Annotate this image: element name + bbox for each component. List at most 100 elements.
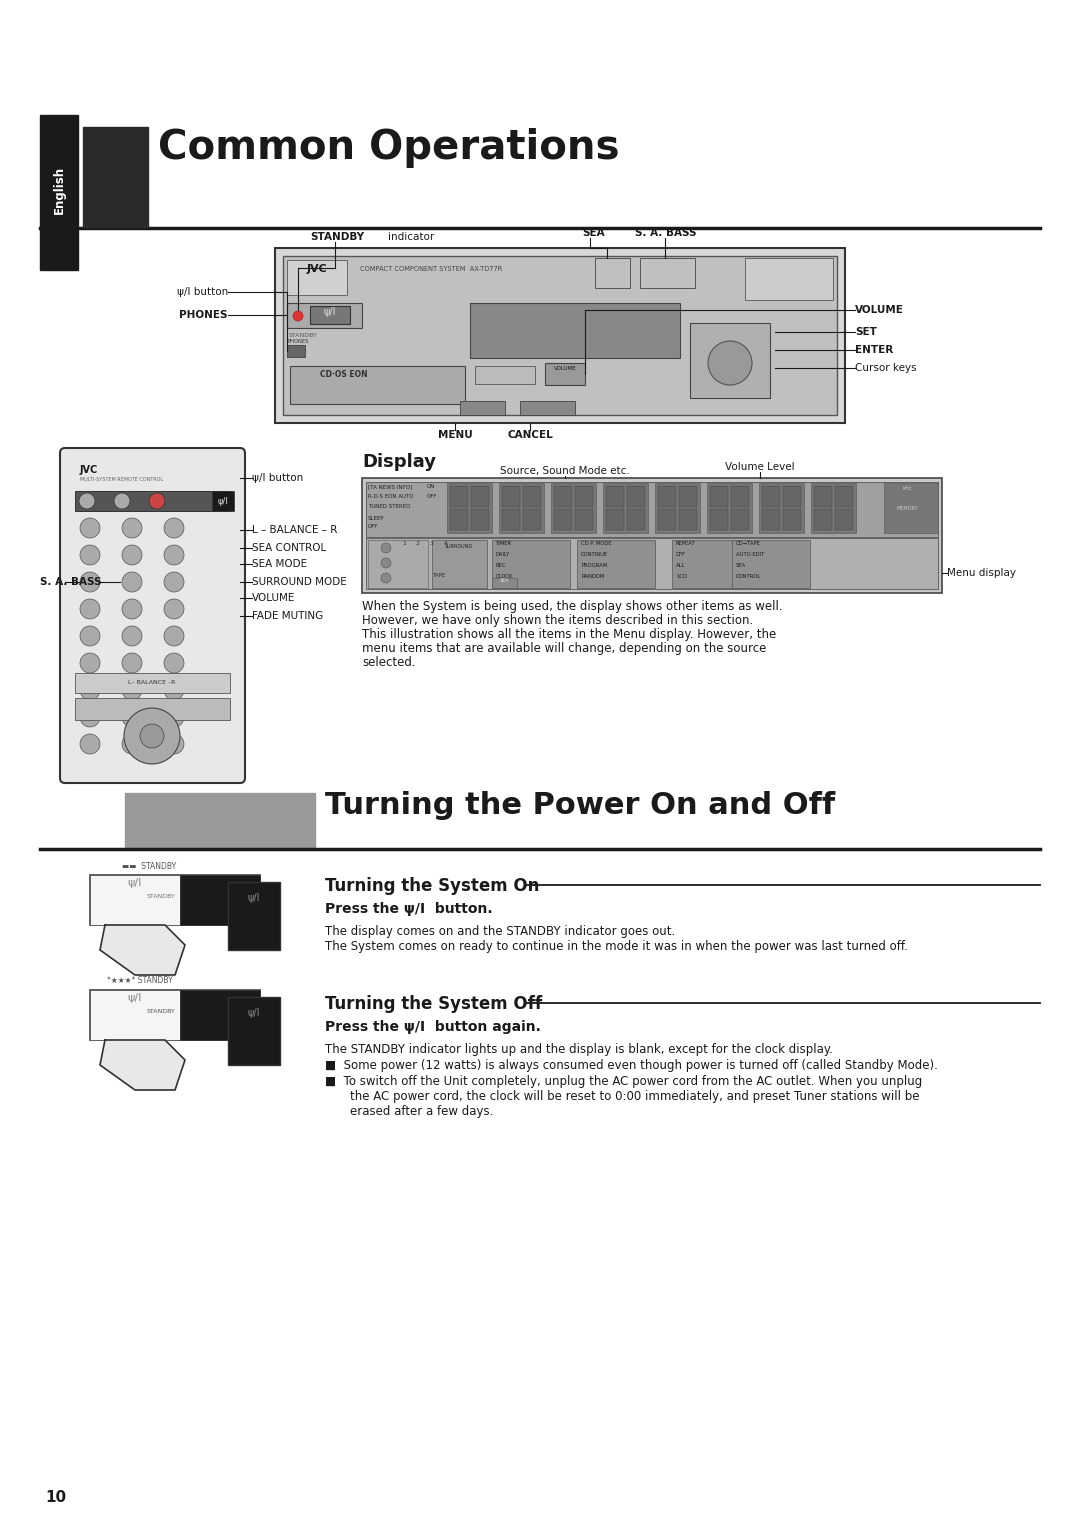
Circle shape [293,312,303,321]
Text: SEA CONTROL: SEA CONTROL [252,544,326,553]
Bar [783,508,801,530]
Text: The STANDBY indicator lights up and the display is blank, except for the clock d: The STANDBY indicator lights up and the … [325,1043,833,1057]
Text: This illustration shows all the items in the Menu display. However, the: This illustration shows all the items in… [362,628,777,641]
Bar [291,366,465,405]
Polygon shape [100,1040,185,1090]
Bar [658,508,676,530]
Circle shape [80,599,100,618]
Text: S. A. BASS: S. A. BASS [635,228,697,238]
Text: The display comes on and the STANDBY indicator goes out.: The display comes on and the STANDBY ind… [325,925,675,938]
Bar [502,508,519,530]
Circle shape [381,544,391,553]
Bar [811,483,856,533]
Circle shape [80,518,100,538]
Bar [75,492,230,512]
FancyBboxPatch shape [60,447,245,783]
Bar [75,698,230,721]
Bar [228,997,280,1064]
Bar [523,486,541,507]
Text: ψ/I: ψ/I [324,307,336,318]
Text: TUNED STEREO: TUNED STEREO [368,504,410,508]
Circle shape [122,707,141,727]
Text: kHz: kHz [903,486,912,492]
Circle shape [164,707,184,727]
Bar [447,483,492,533]
Bar [672,541,750,588]
Text: Press the ψ/I  button again.: Press the ψ/I button again. [325,1020,541,1034]
Text: CONTROL: CONTROL [735,574,761,579]
Circle shape [122,654,141,673]
Circle shape [122,599,141,618]
Bar [654,483,700,533]
Bar [575,486,593,507]
Bar [731,486,750,507]
Text: Source, Sound Mode etc.: Source, Sound Mode etc. [500,466,630,476]
Circle shape [122,734,141,754]
Circle shape [164,626,184,646]
Bar [180,875,260,925]
Bar [835,508,853,530]
Text: ψ/I: ψ/I [127,993,143,1003]
Text: L– BALANCE –R: L– BALANCE –R [129,681,176,686]
Text: ψ/I: ψ/I [217,496,229,505]
Bar [287,260,347,295]
Bar [606,486,624,507]
Text: STANDBY: STANDBY [310,232,364,241]
Text: STANDBY: STANDBY [147,893,176,899]
Text: The System comes on ready to continue in the mode it was in when the power was l: The System comes on ready to continue in… [325,941,908,953]
Circle shape [124,709,180,764]
Text: S. A. BASS: S. A. BASS [40,577,102,586]
Text: OFF: OFF [368,524,378,528]
Circle shape [164,654,184,673]
Bar [450,508,468,530]
Bar [545,363,585,385]
Text: CLOCK: CLOCK [496,574,513,579]
Text: 1: 1 [402,541,406,547]
Bar [212,492,234,512]
Bar [519,402,575,415]
Text: STANDBY: STANDBY [147,1009,176,1014]
Circle shape [164,545,184,565]
Text: ψ/I button: ψ/I button [252,473,303,483]
Bar [90,875,180,925]
Text: *★★★* STANDBY: *★★★* STANDBY [107,976,173,985]
Bar [835,486,853,507]
Bar [575,508,593,530]
Circle shape [80,680,100,699]
Bar [745,258,833,299]
Text: SEA: SEA [735,563,746,568]
Bar [658,486,676,507]
Circle shape [708,341,752,385]
Text: Menu display: Menu display [947,568,1016,579]
Text: English: English [53,166,66,214]
Text: menu items that are available will change, depending on the source: menu items that are available will chang… [362,641,767,655]
Text: OFF: OFF [676,551,686,557]
Circle shape [122,545,141,565]
Text: [TA NEWS INFO]: [TA NEWS INFO] [368,484,413,489]
Text: Turning the Power On and Off: Turning the Power On and Off [325,791,835,820]
Text: VOLUME: VOLUME [855,305,904,315]
Text: When the System is being used, the display shows other items as well.: When the System is being used, the displ… [362,600,783,612]
Text: VOLUME: VOLUME [554,366,577,371]
Text: JVC: JVC [80,466,98,475]
Text: CONTINUE: CONTINUE [581,551,608,557]
Bar [470,302,680,357]
Text: TAPE: TAPE [432,573,445,579]
Circle shape [381,573,391,583]
Circle shape [164,734,184,754]
Text: REPEAT: REPEAT [676,541,696,547]
Bar [710,486,728,507]
Text: ▬▬  STANDBY: ▬▬ STANDBY [122,863,176,870]
Circle shape [122,518,141,538]
Text: ■  To switch off the Unit completely, unplug the AC power cord from the AC outle: ■ To switch off the Unit completely, unp… [325,1075,922,1089]
Bar [551,483,596,533]
Text: SEA: SEA [499,579,509,583]
Text: DAILY: DAILY [496,551,511,557]
Text: STANDBY: STANDBY [289,333,318,337]
Circle shape [164,573,184,592]
Bar [362,478,942,592]
Bar [679,508,697,530]
Bar [627,508,645,530]
Bar [762,508,780,530]
Circle shape [114,493,130,508]
